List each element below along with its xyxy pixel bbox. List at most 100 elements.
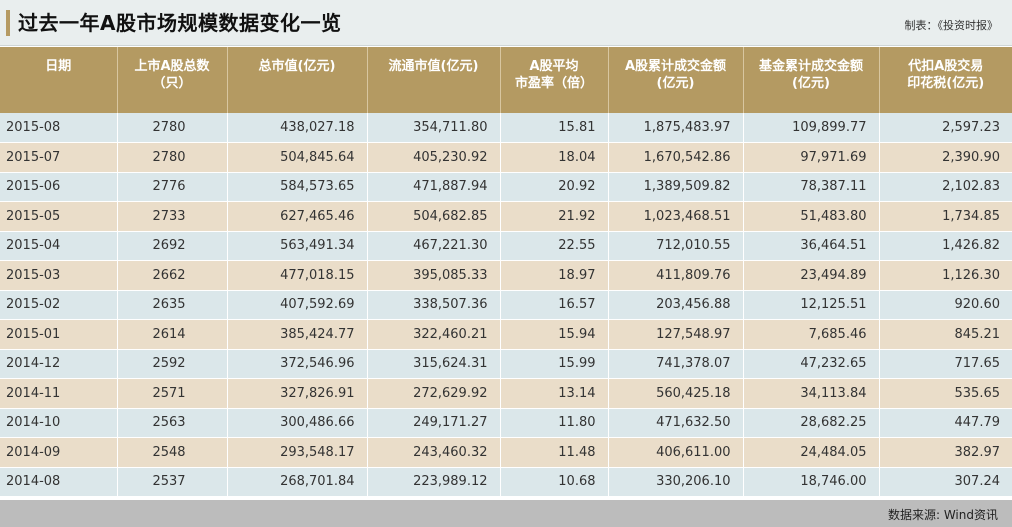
cell-date: 2015-08 <box>0 113 118 143</box>
cell-float-market-cap: 395,085.33 <box>367 260 501 291</box>
cell-fund-turnover: 24,484.05 <box>743 437 880 468</box>
cell-fund-turnover: 34,113.84 <box>743 378 880 409</box>
cell-stamp-tax: 447.79 <box>879 408 1012 438</box>
cell-total-market-cap: 385,424.77 <box>227 319 368 350</box>
cell-listed-count: 2537 <box>117 467 228 497</box>
cell-listed-count: 2733 <box>117 201 228 232</box>
cell-stamp-tax: 307.24 <box>879 467 1012 497</box>
cell-avg-pe: 16.57 <box>500 290 609 320</box>
table-row: 2015-05 2733 627,465.46 504,682.85 21.92 1,02… <box>0 201 1012 232</box>
cell-a-share-turnover: 712,010.55 <box>608 231 744 261</box>
title-bar: 过去一年A股市场规模数据变化一览 制表：《投资时报》 <box>0 0 1012 46</box>
cell-total-market-cap: 407,592.69 <box>227 290 368 320</box>
column-header-avg-pe: A股平均 市盈率（倍） <box>500 47 609 113</box>
cell-stamp-tax: 920.60 <box>879 290 1012 320</box>
cell-stamp-tax: 2,390.90 <box>879 142 1012 173</box>
cell-float-market-cap: 338,507.36 <box>367 290 501 320</box>
cell-stamp-tax: 1,426.82 <box>879 231 1012 261</box>
cell-avg-pe: 11.80 <box>500 408 609 438</box>
column-header-a-share-turnover: A股累计成交金额 (亿元) <box>608 47 744 113</box>
cell-float-market-cap: 322,460.21 <box>367 319 501 350</box>
cell-avg-pe: 15.94 <box>500 319 609 350</box>
cell-avg-pe: 20.92 <box>500 172 609 202</box>
cell-fund-turnover: 7,685.46 <box>743 319 880 350</box>
cell-total-market-cap: 563,491.34 <box>227 231 368 261</box>
cell-avg-pe: 18.04 <box>500 142 609 173</box>
cell-stamp-tax: 845.21 <box>879 319 1012 350</box>
cell-total-market-cap: 504,845.64 <box>227 142 368 173</box>
title-accent-bar <box>6 10 10 36</box>
cell-fund-turnover: 51,483.80 <box>743 201 880 232</box>
cell-a-share-turnover: 560,425.18 <box>608 378 744 409</box>
cell-avg-pe: 22.55 <box>500 231 609 261</box>
cell-stamp-tax: 2,102.83 <box>879 172 1012 202</box>
cell-avg-pe: 13.14 <box>500 378 609 409</box>
table-row: 2014-10 2563 300,486.66 249,171.27 11.80 471,… <box>0 408 1012 438</box>
data-source-note: 数据来源: Wind资讯 <box>887 508 998 522</box>
column-header-float-market-cap: 流通市值(亿元) <box>367 47 501 113</box>
cell-stamp-tax: 382.97 <box>879 437 1012 468</box>
column-header-total-market-cap: 总市值(亿元) <box>227 47 368 113</box>
table-row: 2014-08 2537 268,701.84 223,989.12 10.68 330,… <box>0 467 1012 497</box>
cell-stamp-tax: 1,126.30 <box>879 260 1012 291</box>
table-credit: 制表：《投资时报》 <box>904 19 999 32</box>
cell-date: 2015-02 <box>0 290 118 320</box>
cell-total-market-cap: 268,701.84 <box>227 467 368 497</box>
cell-a-share-turnover: 1,875,483.97 <box>608 113 744 143</box>
cell-avg-pe: 11.48 <box>500 437 609 468</box>
cell-date: 2015-06 <box>0 172 118 202</box>
cell-date: 2015-05 <box>0 201 118 232</box>
cell-date: 2015-07 <box>0 142 118 173</box>
cell-float-market-cap: 223,989.12 <box>367 467 501 497</box>
cell-avg-pe: 10.68 <box>500 467 609 497</box>
table-row: 2014-12 2592 372,546.96 315,624.31 15.99 741,… <box>0 349 1012 379</box>
cell-a-share-turnover: 1,670,542.86 <box>608 142 744 173</box>
cell-total-market-cap: 477,018.15 <box>227 260 368 291</box>
cell-float-market-cap: 249,171.27 <box>367 408 501 438</box>
table-row: 2015-06 2776 584,573.65 471,887.94 20.92 1,38… <box>0 172 1012 202</box>
cell-avg-pe: 15.99 <box>500 349 609 379</box>
cell-a-share-turnover: 1,389,509.82 <box>608 172 744 202</box>
cell-listed-count: 2548 <box>117 437 228 468</box>
cell-total-market-cap: 584,573.65 <box>227 172 368 202</box>
cell-a-share-turnover: 1,023,468.51 <box>608 201 744 232</box>
table-row: 2015-07 2780 504,845.64 405,230.92 18.04 1,67… <box>0 142 1012 173</box>
table-row: 2015-02 2635 407,592.69 338,507.36 16.57 203,… <box>0 290 1012 320</box>
cell-a-share-turnover: 411,809.76 <box>608 260 744 291</box>
cell-stamp-tax: 1,734.85 <box>879 201 1012 232</box>
column-header-listed-count: 上市A股总数 （只） <box>117 47 228 113</box>
cell-a-share-turnover: 471,632.50 <box>608 408 744 438</box>
cell-listed-count: 2635 <box>117 290 228 320</box>
cell-a-share-turnover: 741,378.07 <box>608 349 744 379</box>
cell-avg-pe: 18.97 <box>500 260 609 291</box>
data-table: 日期 上市A股总数 （只） 总市值(亿元) 流通市值(亿元) A股平均 市盈率（倍）… <box>0 47 1012 497</box>
table-row: 2014-11 2571 327,826.91 272,629.92 13.14 560,… <box>0 378 1012 409</box>
cell-listed-count: 2563 <box>117 408 228 438</box>
cell-date: 2014-11 <box>0 378 118 409</box>
column-header-date: 日期 <box>0 47 118 113</box>
cell-listed-count: 2692 <box>117 231 228 261</box>
cell-listed-count: 2614 <box>117 319 228 350</box>
page-title: 过去一年A股市场规模数据变化一览 <box>18 11 342 35</box>
cell-float-market-cap: 315,624.31 <box>367 349 501 379</box>
table-row: 2015-08 2780 438,027.18 354,711.80 15.81 1,87… <box>0 113 1012 143</box>
cell-avg-pe: 21.92 <box>500 201 609 232</box>
cell-listed-count: 2780 <box>117 113 228 143</box>
cell-a-share-turnover: 406,611.00 <box>608 437 744 468</box>
cell-fund-turnover: 28,682.25 <box>743 408 880 438</box>
cell-date: 2015-01 <box>0 319 118 350</box>
table-header-row: 日期 上市A股总数 （只） 总市值(亿元) 流通市值(亿元) A股平均 市盈率（倍）… <box>0 47 1012 113</box>
cell-fund-turnover: 109,899.77 <box>743 113 880 143</box>
cell-float-market-cap: 243,460.32 <box>367 437 501 468</box>
cell-date: 2015-03 <box>0 260 118 291</box>
cell-listed-count: 2662 <box>117 260 228 291</box>
cell-fund-turnover: 97,971.69 <box>743 142 880 173</box>
cell-float-market-cap: 354,711.80 <box>367 113 501 143</box>
cell-listed-count: 2780 <box>117 142 228 173</box>
cell-date: 2014-12 <box>0 349 118 379</box>
cell-stamp-tax: 717.65 <box>879 349 1012 379</box>
cell-date: 2015-04 <box>0 231 118 261</box>
cell-fund-turnover: 78,387.11 <box>743 172 880 202</box>
cell-listed-count: 2571 <box>117 378 228 409</box>
table-body: 2015-08 2780 438,027.18 354,711.80 15.81 1,87… <box>0 113 1012 497</box>
